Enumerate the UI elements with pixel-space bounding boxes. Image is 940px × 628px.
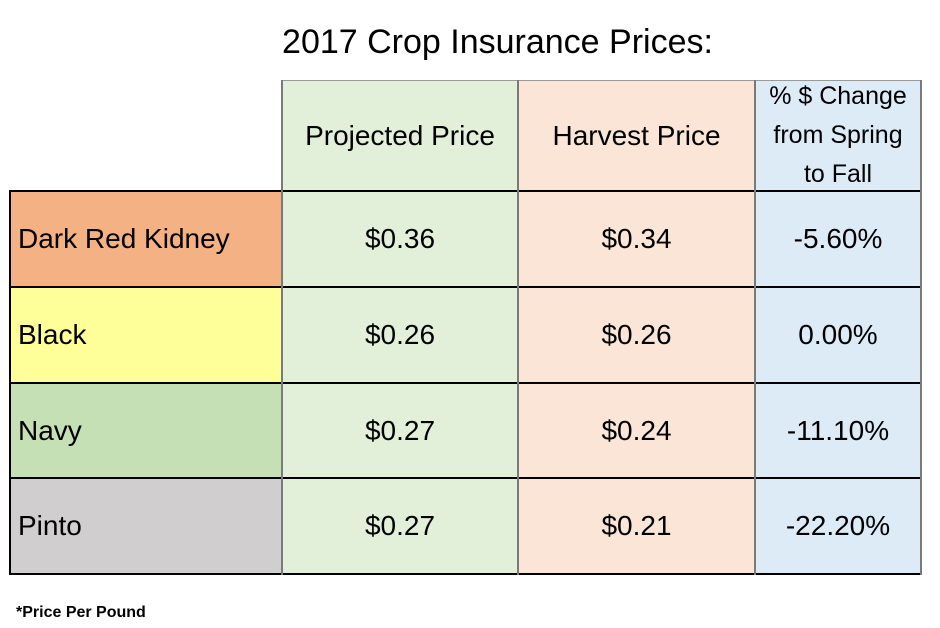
table-rule bbox=[920, 80, 922, 575]
table-rule bbox=[10, 382, 922, 384]
header-harvest-price: Harvest Price bbox=[518, 80, 755, 191]
row-label-dark-red-kidney: Dark Red Kidney bbox=[10, 191, 282, 287]
cell-harvest-black: $0.26 bbox=[518, 287, 755, 383]
page-title: 2017 Crop Insurance Prices: bbox=[282, 23, 713, 61]
header-percent-change: % $ Change from Spring to Fall bbox=[755, 80, 921, 191]
table-rule bbox=[9, 190, 11, 575]
cell-change-dark-red-kidney: -5.60% bbox=[755, 191, 921, 287]
cell-harvest-navy: $0.24 bbox=[518, 383, 755, 478]
row-label-black: Black bbox=[10, 287, 282, 383]
header-percent-change-line2: from Spring bbox=[773, 121, 903, 149]
cell-change-black: 0.00% bbox=[755, 287, 921, 383]
cell-projected-pinto: $0.27 bbox=[282, 478, 518, 574]
cell-projected-navy: $0.27 bbox=[282, 383, 518, 478]
row-label-pinto: Pinto bbox=[10, 478, 282, 574]
table-rule bbox=[281, 80, 283, 575]
cell-change-pinto: -22.20% bbox=[755, 478, 921, 574]
table-rule bbox=[10, 286, 922, 288]
header-percent-change-line1: % $ Change bbox=[769, 82, 907, 110]
row-label-navy: Navy bbox=[10, 383, 282, 478]
table-rule bbox=[10, 477, 922, 479]
header-percent-change-line3: to Fall bbox=[803, 160, 873, 188]
table-rule bbox=[754, 80, 756, 575]
cell-projected-dark-red-kidney: $0.36 bbox=[282, 191, 518, 287]
cell-harvest-pinto: $0.21 bbox=[518, 478, 755, 574]
header-projected-price: Projected Price bbox=[282, 80, 518, 191]
cell-projected-black: $0.26 bbox=[282, 287, 518, 383]
cell-change-navy: -11.10% bbox=[755, 383, 921, 478]
table-rule bbox=[10, 573, 922, 575]
table-rule bbox=[282, 80, 922, 81]
table-rule bbox=[10, 190, 922, 192]
cell-harvest-dark-red-kidney: $0.34 bbox=[518, 191, 755, 287]
table-rule bbox=[517, 80, 519, 575]
footnote: *Price Per Pound bbox=[16, 604, 146, 621]
